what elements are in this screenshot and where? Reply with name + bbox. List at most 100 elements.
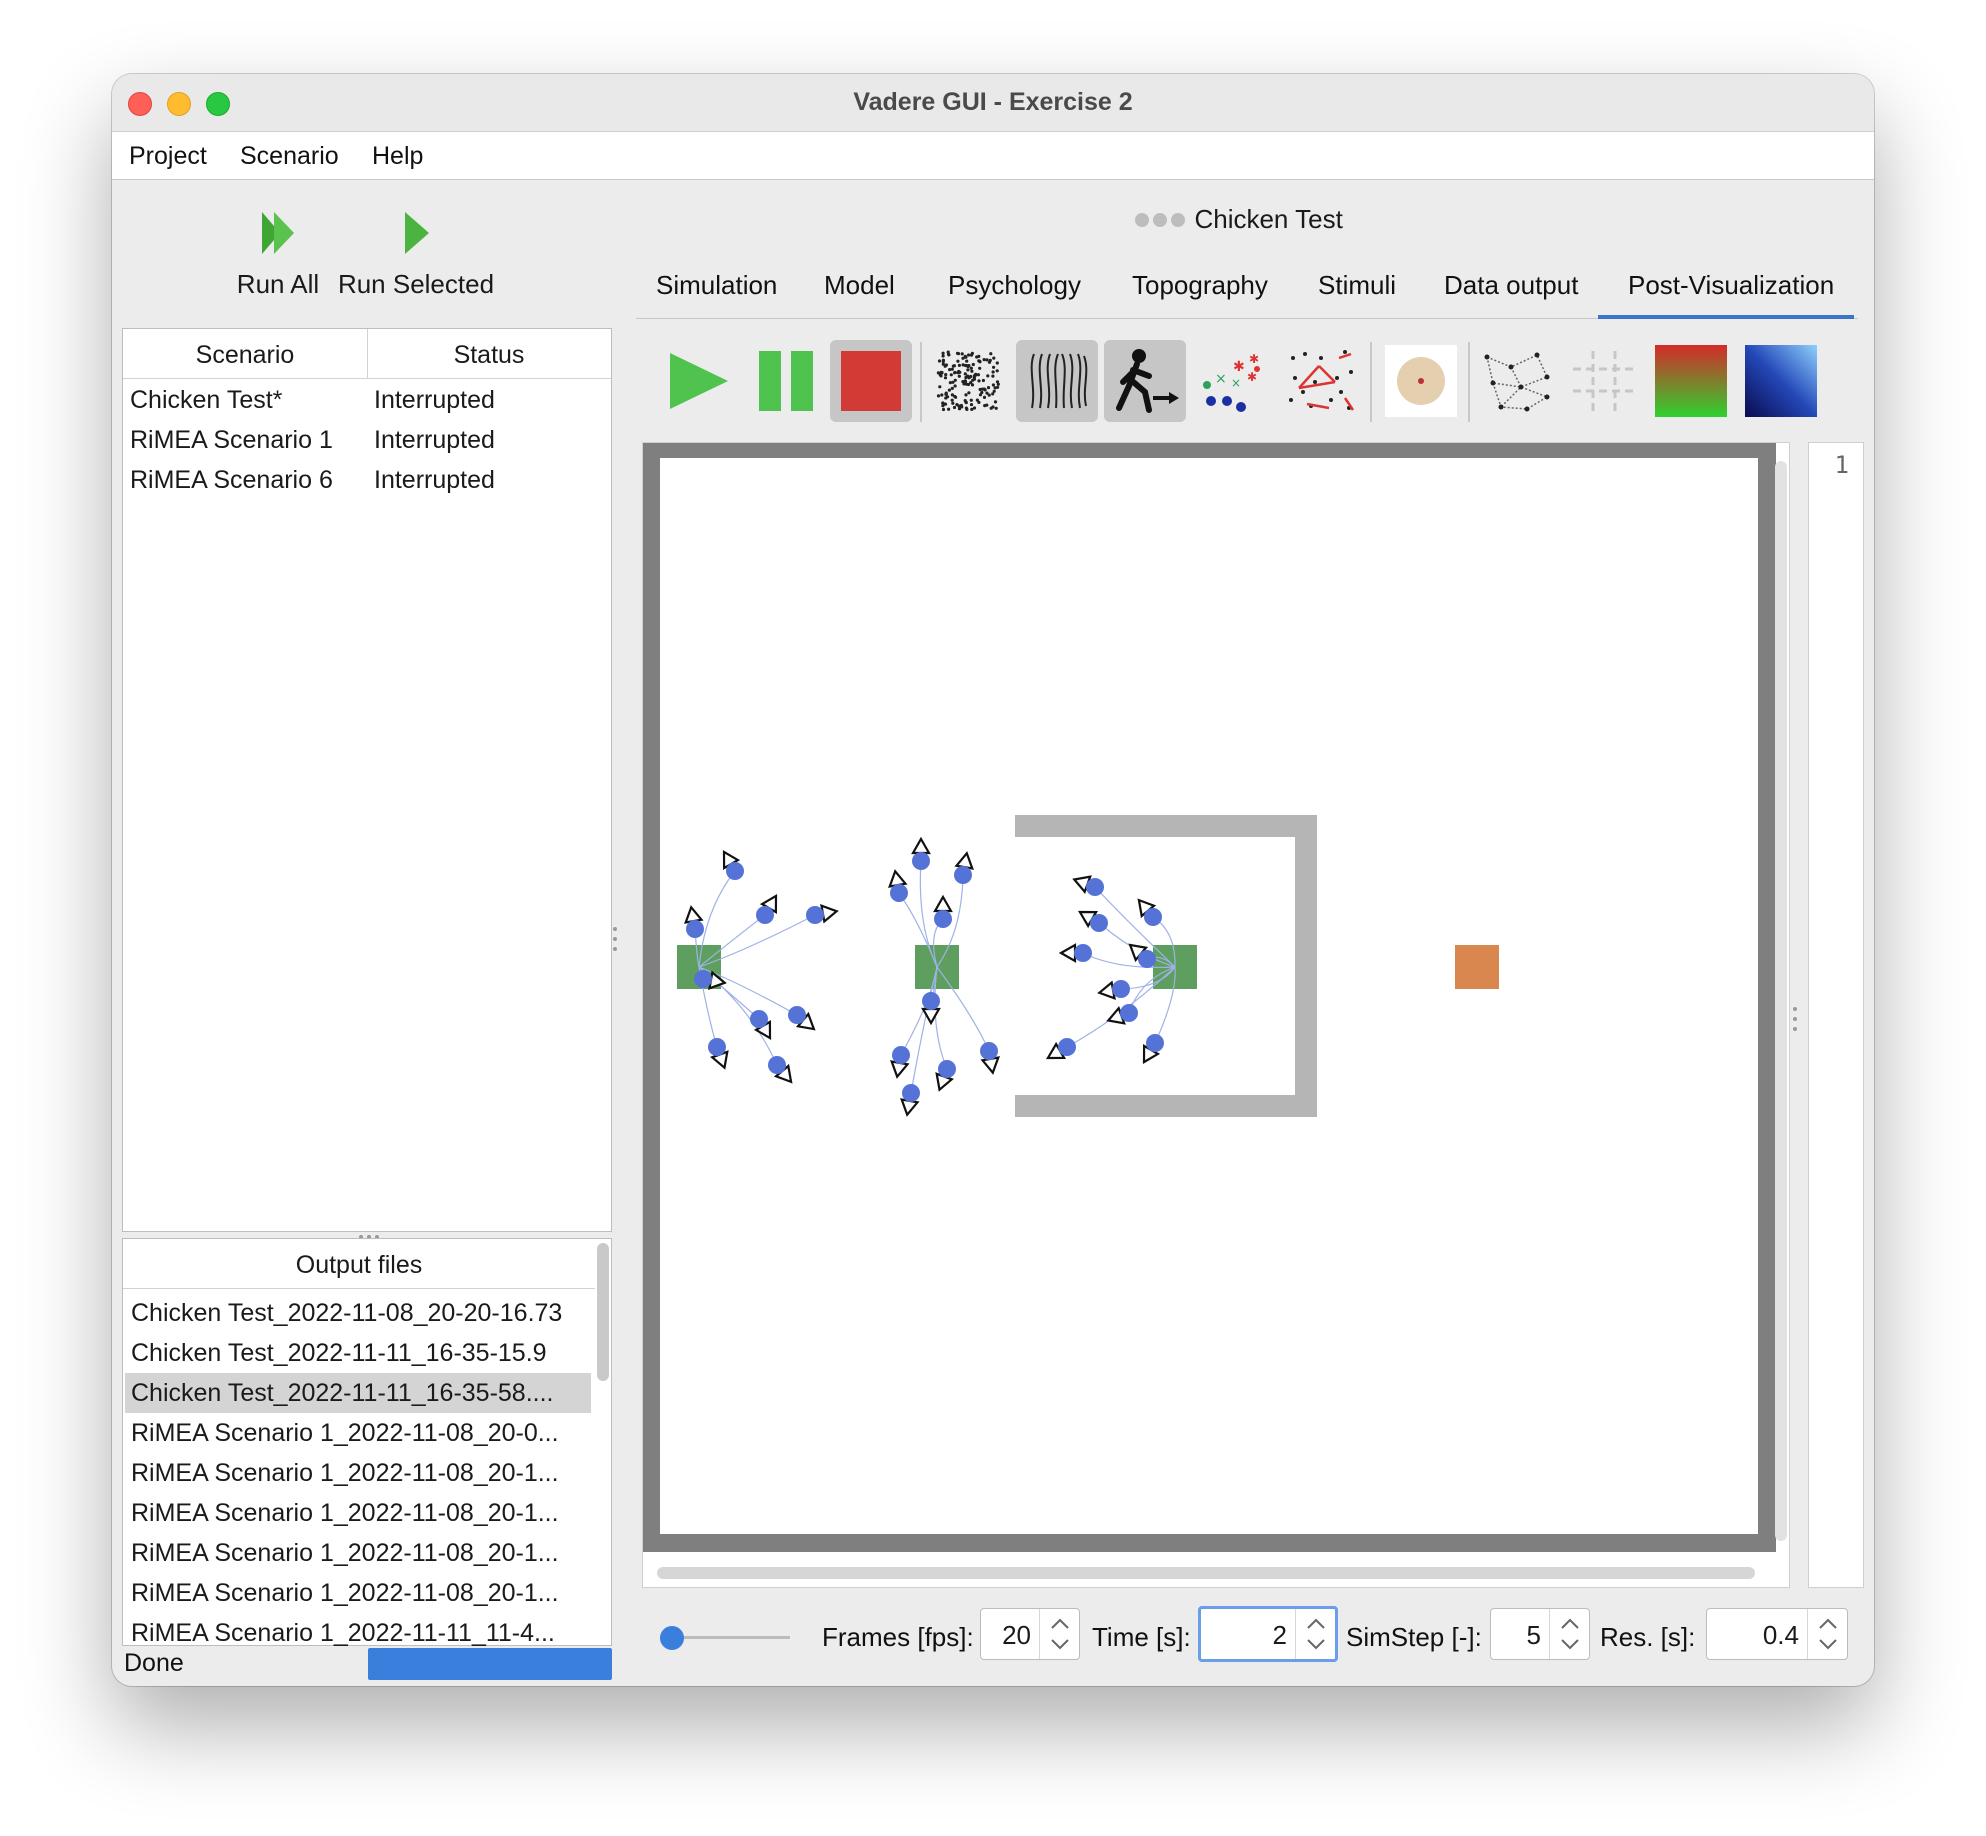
split-pane-handle[interactable] <box>356 1228 382 1239</box>
pedestrian <box>1146 1034 1164 1052</box>
line-number-gutter: 1 <box>1808 442 1864 1588</box>
res-label: Res. [s]: <box>1600 1622 1696 1652</box>
tab-simulation[interactable]: Simulation <box>656 270 778 300</box>
obstacle <box>1015 815 1317 837</box>
scenario-row-status[interactable]: Interrupted <box>374 466 495 494</box>
output-file-item[interactable]: RiMEA Scenario 1_2022-11-08_20-1... <box>131 1539 559 1567</box>
pedestrian <box>708 1038 726 1056</box>
tab-stimuli[interactable]: Stimuli <box>1318 270 1397 300</box>
menu-scenario[interactable]: Scenario <box>240 142 339 170</box>
topography-view[interactable] <box>642 440 1789 1587</box>
simstep-spinner-arrows[interactable] <box>1549 1609 1589 1659</box>
scenario-row-name[interactable]: RiMEA Scenario 1 <box>130 426 333 454</box>
output-file-item[interactable]: RiMEA Scenario 1_2022-11-08_20-0... <box>131 1419 559 1447</box>
output-files-scrollbar[interactable] <box>597 1243 609 1381</box>
show-grid-button[interactable] <box>1564 340 1646 422</box>
status-column-header[interactable]: Status <box>453 341 525 369</box>
trajectory-line <box>698 966 798 1016</box>
trajectory-line <box>698 914 816 968</box>
zoom-window-button[interactable] <box>206 92 230 116</box>
minimize-window-button[interactable] <box>167 92 191 116</box>
slider-thumb[interactable] <box>660 1626 684 1650</box>
show-trajectories-button[interactable] <box>1016 340 1098 422</box>
simstep-spinner[interactable]: 5 <box>1490 1608 1590 1660</box>
run-all-label: Run All <box>236 269 320 299</box>
potential-field-icon <box>1745 345 1817 417</box>
vertical-scrollbar[interactable] <box>1775 461 1787 1541</box>
pedestrian <box>938 1060 956 1078</box>
pedestrian <box>1112 980 1130 998</box>
split-pane-handle-right[interactable] <box>1792 1004 1798 1034</box>
output-file-item[interactable]: Chicken Test_2022-11-11_16-35-15.9 <box>131 1339 547 1367</box>
tab-data-output[interactable]: Data output <box>1444 270 1579 300</box>
output-file-item[interactable]: Chicken Test_2022-11-08_20-20-16.73 <box>131 1299 563 1327</box>
scenario-row-status[interactable]: Interrupted <box>374 386 495 414</box>
tab-psychology[interactable]: Psychology <box>948 270 1081 300</box>
scenario-row-name[interactable]: Chicken Test* <box>130 386 283 414</box>
run-selected-button[interactable]: Run Selected <box>336 210 496 300</box>
menu-project[interactable]: Project <box>129 142 207 170</box>
split-pane-handle-vertical[interactable] <box>612 924 618 954</box>
frames-spinner[interactable]: 20 <box>980 1608 1080 1660</box>
time-value[interactable]: 2 <box>1272 1620 1287 1650</box>
output-file-item[interactable]: Chicken Test_2022-11-11_16-35-58.... <box>125 1373 591 1413</box>
show-groups-button[interactable]: × ✱ ✱ ✱ × <box>1192 340 1274 422</box>
res-spinner[interactable]: 0.4 <box>1706 1608 1848 1660</box>
show-pedestrians-button[interactable] <box>928 340 1010 422</box>
scenario-row-status[interactable]: Interrupted <box>374 426 495 454</box>
output-file-item[interactable]: RiMEA Scenario 1_2022-11-08_20-1... <box>131 1579 559 1607</box>
time-spinner[interactable]: 2 <box>1198 1606 1338 1662</box>
svg-text:✱: ✱ <box>1249 352 1259 366</box>
obstacle <box>1015 1095 1317 1117</box>
scenario-title-area: Chicken Test <box>1134 204 1343 235</box>
pedestrian <box>750 1010 768 1028</box>
output-files-header[interactable]: Output files <box>295 1251 423 1279</box>
show-contacts-button[interactable] <box>1280 340 1362 422</box>
pedestrian <box>1074 944 1092 962</box>
line-number: 1 <box>1834 451 1849 479</box>
play-button[interactable] <box>656 340 738 422</box>
res-spinner-arrows[interactable] <box>1807 1609 1847 1659</box>
stop-button[interactable] <box>830 340 912 422</box>
pedestrian <box>768 1056 786 1074</box>
output-file-item[interactable]: RiMEA Scenario 1_2022-11-08_20-1... <box>131 1459 559 1487</box>
svg-text:×: × <box>1215 371 1227 387</box>
simstep-value[interactable]: 5 <box>1526 1620 1541 1650</box>
show-density-button[interactable] <box>1650 340 1732 422</box>
obstacle <box>1295 815 1317 1117</box>
visualization-canvas[interactable] <box>642 440 1790 1588</box>
tab-topography[interactable]: Topography <box>1132 270 1268 300</box>
frames-value[interactable]: 20 <box>1002 1620 1031 1650</box>
simstep-label: SimStep [-]: <box>1346 1622 1482 1652</box>
output-file-item[interactable]: RiMEA Scenario 1_2022-11-11_11-4... <box>131 1619 555 1647</box>
toolbar-separator <box>1468 342 1470 422</box>
pedestrian <box>1090 914 1108 932</box>
window-title: Vadere GUI - Exercise 2 <box>853 88 1133 116</box>
run-all-button[interactable]: Run All <box>226 210 330 300</box>
frames-spinner-arrows[interactable] <box>1039 1609 1079 1659</box>
progress-bar <box>368 1648 612 1680</box>
tab-post-visualization[interactable]: Post-Visualization <box>1628 270 1835 300</box>
show-target-button[interactable] <box>1380 340 1462 422</box>
density-gradient-icon <box>1655 345 1727 417</box>
time-slider[interactable] <box>660 1622 790 1652</box>
close-window-button[interactable] <box>128 92 152 116</box>
play-icon <box>670 353 728 409</box>
pause-button[interactable] <box>744 340 826 422</box>
pedestrian <box>1138 950 1156 968</box>
scenario-column-header[interactable]: Scenario <box>195 341 295 369</box>
scenario-menu-dots-icon[interactable] <box>1134 210 1190 230</box>
time-spinner-arrows[interactable] <box>1295 1609 1335 1659</box>
res-value[interactable]: 0.4 <box>1762 1620 1799 1650</box>
menu-help[interactable]: Help <box>372 142 424 170</box>
horizontal-scrollbar[interactable] <box>657 1567 1755 1579</box>
output-file-item[interactable]: RiMEA Scenario 1_2022-11-08_20-1... <box>131 1499 559 1527</box>
scenario-row-name[interactable]: RiMEA Scenario 6 <box>130 466 333 494</box>
pedestrian <box>806 906 824 924</box>
show-potential-field-button[interactable] <box>1740 340 1822 422</box>
pedestrian <box>890 884 908 902</box>
tab-model[interactable]: Model <box>824 270 895 300</box>
pedestrian <box>726 862 744 880</box>
show-walking-direction-button[interactable] <box>1104 340 1186 422</box>
show-mesh-button[interactable] <box>1476 340 1558 422</box>
